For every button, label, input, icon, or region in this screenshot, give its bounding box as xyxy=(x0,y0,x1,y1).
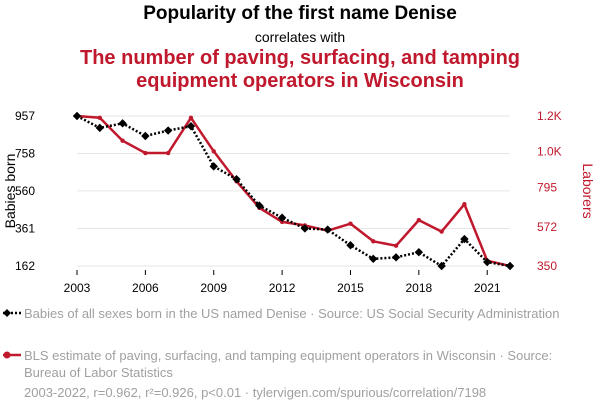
point-denise xyxy=(505,261,515,271)
point-denise xyxy=(163,126,173,135)
point-denise xyxy=(437,261,446,271)
point-operators xyxy=(348,221,353,226)
point-operators xyxy=(211,149,216,154)
point-operators xyxy=(165,150,171,156)
x-tick-label: 2012 xyxy=(269,281,296,295)
point-denise xyxy=(369,254,378,264)
axes: 957 758 560 361 162 1.2K 1.0K 795 572 350 2003 2006… xyxy=(2,109,596,295)
point-denise xyxy=(323,225,332,234)
chart-subtitle: correlates with xyxy=(254,29,346,45)
y-right-axis-label: Laborers xyxy=(580,163,596,218)
point-denise xyxy=(118,119,127,128)
series-line-operators xyxy=(76,114,511,268)
point-operators xyxy=(439,229,444,234)
y-left-tick-label: 361 xyxy=(15,221,35,235)
point-operators xyxy=(416,217,422,223)
x-tick-label: 2018 xyxy=(405,281,432,295)
y-left-tick-label: 162 xyxy=(15,259,35,273)
x-tick-label: 2003 xyxy=(64,281,91,295)
y-right-tick-label: 1.0K xyxy=(537,144,562,158)
point-denise xyxy=(460,234,469,244)
point-operators xyxy=(97,115,102,120)
grid-lines xyxy=(77,115,510,267)
point-denise xyxy=(186,121,196,131)
point-denise xyxy=(346,241,355,250)
point-operators xyxy=(143,150,148,156)
chart-footer: 2003-2022, r=0.962, r²=0.926, p<0.01 · t… xyxy=(24,385,487,400)
y-right-tick-label: 1.2K xyxy=(537,109,562,123)
point-denise xyxy=(255,201,264,210)
legend-item-2-label: BLS estimate of paving, surfacing, and t… xyxy=(24,348,553,380)
point-denise xyxy=(72,111,82,121)
y-left-tick-label: 560 xyxy=(15,184,35,198)
legend-diamond-denise xyxy=(3,309,11,317)
point-operators xyxy=(120,138,125,143)
point-denise xyxy=(209,162,218,171)
point-operators xyxy=(371,239,376,244)
x-tick-label: 2015 xyxy=(337,281,364,295)
x-tick-label: 2009 xyxy=(200,281,227,295)
point-denise xyxy=(141,131,150,141)
point-operators xyxy=(188,115,194,120)
y-right-tick-label: 572 xyxy=(537,220,557,234)
y-right-tick-label: 350 xyxy=(537,259,557,273)
y-right-tick-label: 795 xyxy=(537,180,557,194)
legend-item-1-label: Babies of all sexes born in the US named… xyxy=(24,306,560,321)
legend-markers xyxy=(3,309,21,359)
y-left-tick-label: 758 xyxy=(15,147,35,161)
series-line-denise xyxy=(76,114,511,268)
x-tick-label: 2021 xyxy=(474,281,501,295)
chart-title-secondary: The number of paving, surfacing, and tam… xyxy=(79,47,521,92)
point-denise xyxy=(277,213,287,222)
point-operators xyxy=(462,202,467,207)
legend-dot-operators xyxy=(3,351,11,359)
series-lines xyxy=(72,111,515,271)
point-denise xyxy=(391,253,401,262)
point-denise xyxy=(300,224,310,233)
point-denise xyxy=(95,123,104,133)
point-denise xyxy=(483,257,492,267)
point-denise xyxy=(414,248,424,257)
point-denise xyxy=(232,175,241,184)
x-tick-label: 2006 xyxy=(132,281,159,295)
y-left-axis-label: Babies born xyxy=(2,154,18,229)
y-left-tick-label: 957 xyxy=(15,109,35,123)
point-operators xyxy=(393,243,399,248)
chart-title: Popularity of the first name Denise xyxy=(143,3,457,24)
